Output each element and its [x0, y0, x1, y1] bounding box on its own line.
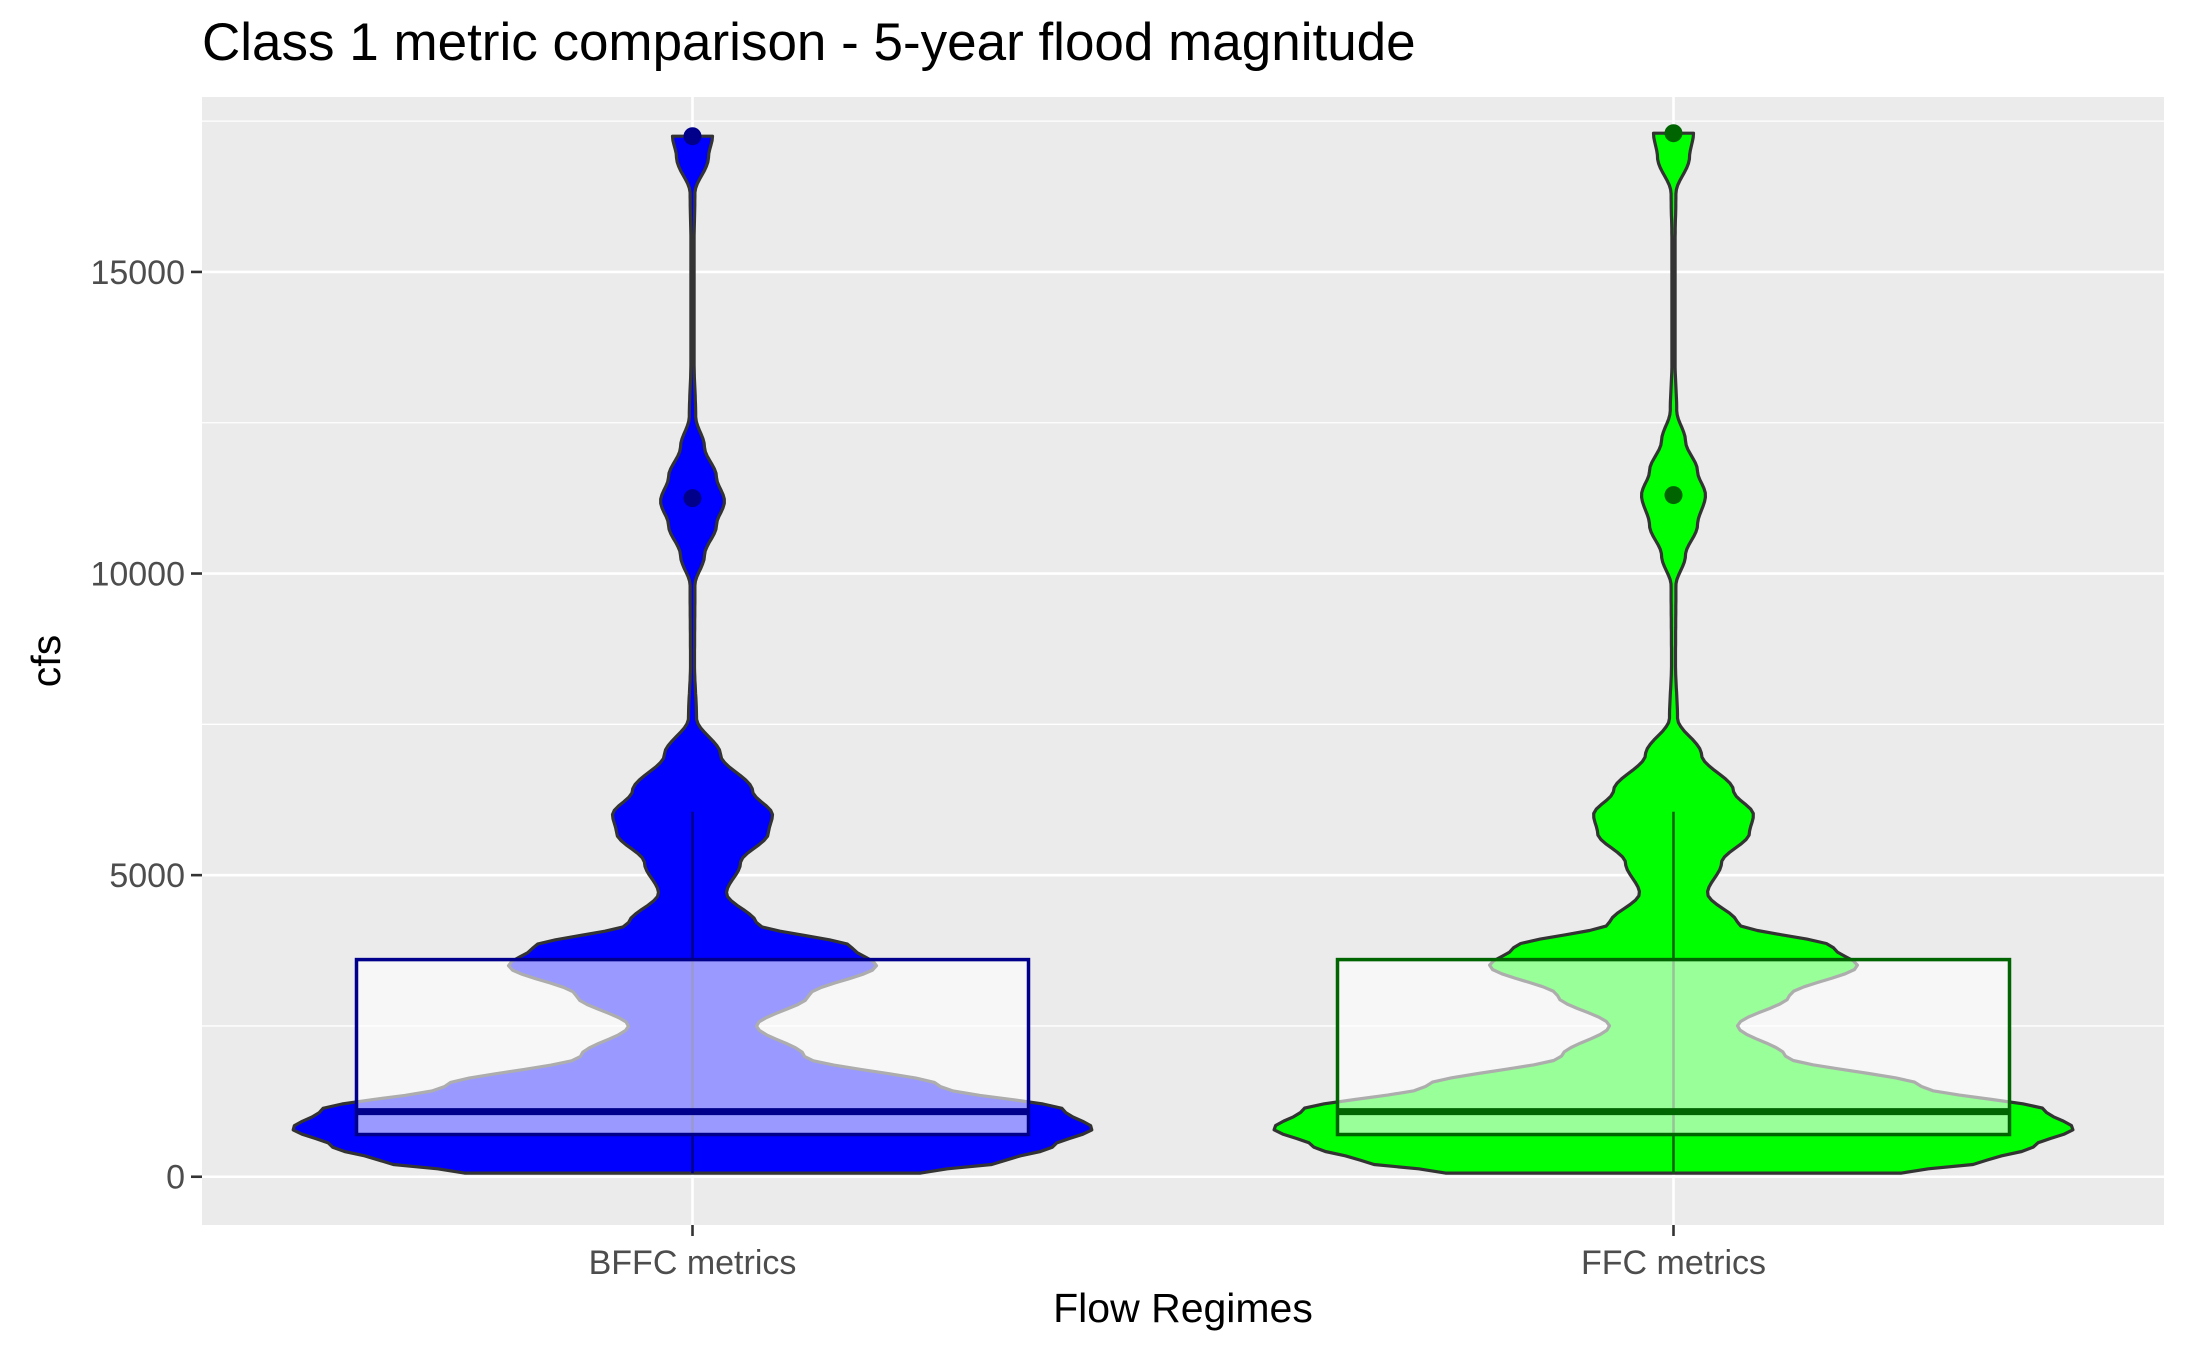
outlier-point-0-1	[683, 127, 702, 146]
box-0	[354, 957, 1031, 1137]
chart-title: Class 1 metric comparison - 5-year flood…	[202, 13, 1416, 72]
x-axis-title: Flow Regimes	[1053, 1285, 1313, 1331]
x-tick-label-1: FFC metrics	[1581, 1244, 1766, 1282]
outlier-point-0-0	[683, 489, 702, 508]
box-1	[1335, 957, 2012, 1137]
x-tick-label-0: BFFC metrics	[589, 1244, 797, 1282]
violin-1	[1272, 131, 2075, 1175]
chart-marks	[291, 124, 2075, 1175]
y-axis-title: cfs	[23, 635, 69, 687]
y-tick-label-15000: 15000	[90, 254, 185, 292]
outlier-point-1-1	[1664, 124, 1683, 143]
violin-0	[291, 134, 1094, 1175]
y-tick-label-5000: 5000	[109, 857, 185, 895]
y-tick-label-0: 0	[166, 1159, 185, 1197]
outlier-point-1-0	[1664, 486, 1683, 505]
axes: 0 5000 10000 15000 BFFC metrics FFC metrics	[90, 254, 1766, 1282]
y-tick-label-10000: 10000	[90, 556, 185, 594]
